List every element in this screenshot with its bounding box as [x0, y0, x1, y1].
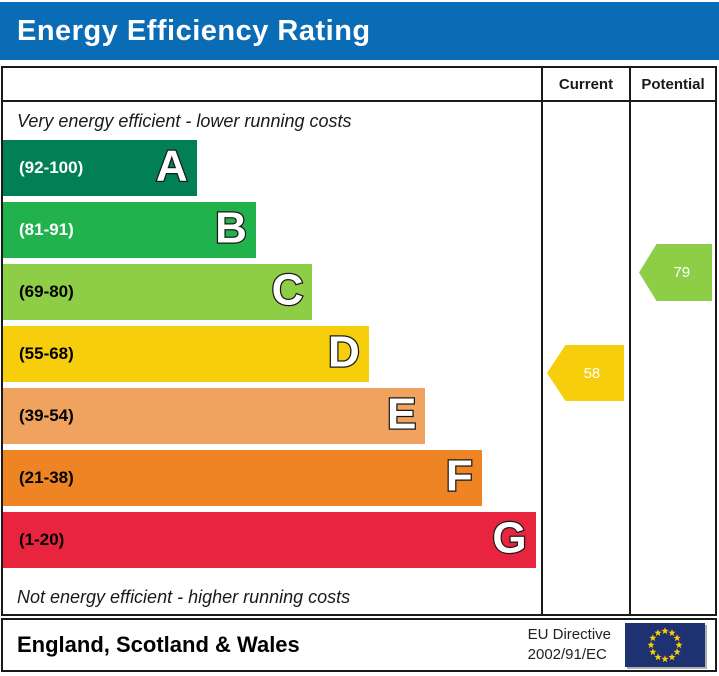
band-row-f: (21-38) F: [3, 450, 482, 506]
potential-column: 79: [629, 102, 715, 616]
page-title: Energy Efficiency Rating: [17, 14, 371, 47]
header-current: Current: [541, 68, 629, 102]
band-letter-f: F: [445, 451, 474, 501]
title-bar: Energy Efficiency Rating: [0, 0, 719, 60]
current-column: 58: [541, 102, 629, 616]
top-note: Very energy efficient - lower running co…: [17, 110, 352, 131]
band-row-b: (81-91) B: [3, 202, 256, 258]
band-letter-g: G: [491, 513, 528, 563]
eu-directive-label: EU Directive 2002/91/EC: [528, 625, 611, 666]
band-row-a: (92-100) A: [3, 140, 197, 196]
current-rating-value: 58: [583, 364, 601, 382]
band-range-e: (39-54): [19, 406, 74, 425]
header-bands-empty-cell: [3, 68, 541, 102]
band-range-d: (55-68): [19, 344, 74, 363]
band-row-c: (69-80) C: [3, 264, 313, 320]
band-range-g: (1-20): [19, 530, 65, 549]
band-letter-d: D: [327, 327, 361, 377]
band-letter-c: C: [270, 265, 304, 315]
eu-directive-line2: 2002/91/EC: [527, 646, 607, 663]
band-range-c: (69-80): [19, 282, 74, 301]
potential-rating-value: 79: [673, 264, 691, 281]
band-row-d: (55-68) D: [3, 326, 369, 382]
potential-rating-arrow: 79: [639, 244, 712, 301]
eu-directive-line1: EU Directive: [527, 625, 611, 643]
band-range-b: (81-91): [19, 220, 74, 239]
band-letter-a: A: [155, 141, 189, 191]
band-row-e: (39-54) E: [3, 388, 426, 444]
band-row-g: (1-20) G: [3, 512, 536, 568]
band-letter-e: E: [386, 389, 418, 439]
band-range-a: (92-100): [19, 158, 84, 177]
bottom-note: Not energy efficient - higher running co…: [17, 587, 351, 607]
eu-flag-icon: [625, 623, 705, 667]
region-label: England, Scotland & Wales: [17, 632, 300, 657]
band-letter-b: B: [214, 203, 248, 253]
header-potential: Potential: [629, 68, 715, 102]
bands-column: Very energy efficient - lower running co…: [3, 102, 541, 616]
band-range-f: (21-38): [19, 468, 74, 487]
energy-rating-table: Current Potential Very energy efficient …: [1, 66, 717, 616]
footer-bar: England, Scotland & Wales EU Directive 2…: [1, 618, 717, 672]
current-rating-arrow: 58: [547, 345, 624, 401]
